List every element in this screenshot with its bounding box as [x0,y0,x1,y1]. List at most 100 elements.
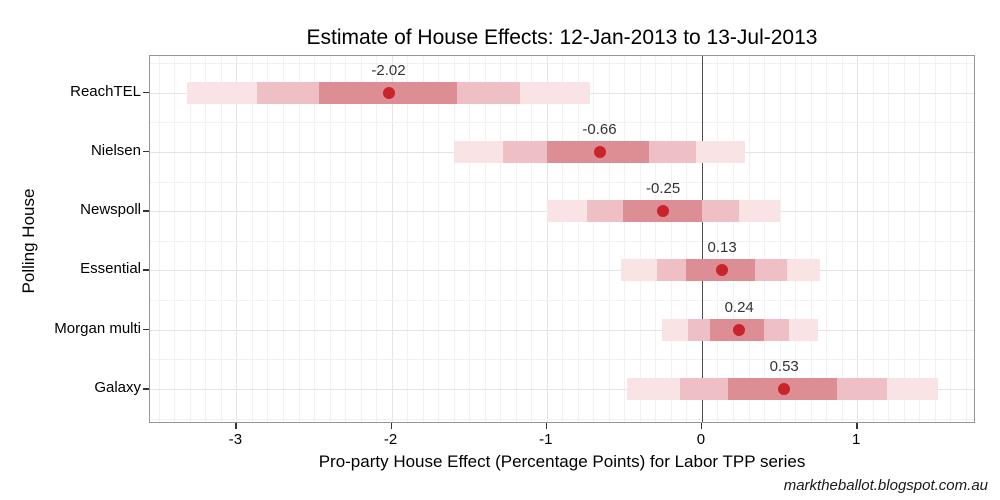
point-estimate-dot [733,323,746,336]
gridline-minor-v [438,56,440,422]
x-tick-label: 1 [851,431,861,448]
gridline-minor-v [639,56,641,422]
gridline-minor-h [150,359,974,361]
y-tick-label: Morgan multi [54,319,141,337]
point-estimate-dot [593,145,606,158]
point-estimate-dot [382,86,395,99]
x-axis-title: Pro-party House Effect (Percentage Point… [318,452,806,471]
gridline-minor-v [422,56,424,422]
y-axis-tick [143,388,149,390]
gridline-minor-h [150,418,974,420]
x-tick-label: -1 [539,431,553,448]
gridline-minor-v [174,56,176,422]
y-tick-label: Essential [80,260,141,278]
chart-title: Estimate of House Effects: 12-Jan-2013 t… [306,26,818,49]
point-estimate-label: 0.13 [707,239,737,257]
gridline-minor-h [150,122,974,124]
gridline-minor-v [515,56,517,422]
y-axis-tick [143,150,149,153]
y-tick-label: Newspoll [80,201,141,219]
gridline-minor-v [593,56,595,422]
y-axis-title: Polling House [19,188,38,294]
gridline-major-v [857,56,859,422]
gridline-minor-v [732,56,734,422]
gridline-minor-v [872,56,874,422]
gridline-minor-v [345,56,347,422]
gridline-minor-v [919,56,921,422]
x-axis-tick [700,423,703,429]
point-estimate-label: -2.02 [371,61,406,79]
gridline-minor-h [150,181,974,183]
gridline-minor-h [150,300,974,302]
y-tick-label: Galaxy [94,379,141,396]
gridline-minor-v [965,56,967,422]
gridline-major-v [391,56,393,422]
gridline-minor-v [950,56,952,422]
gridline-major-h [150,329,974,331]
point-estimate-dot [716,264,729,277]
gridline-minor-v [717,56,719,422]
y-tick-label: Nielsen [90,141,141,159]
gridline-minor-v [764,56,766,422]
watermark-text: marktheballot.blogspot.com.au [783,477,988,494]
gridline-minor-v [577,56,579,422]
point-estimate-label: -0.25 [646,180,681,198]
x-axis-tick [856,423,858,429]
point-estimate-label: -0.66 [582,120,617,138]
gridline-minor-v [360,56,362,422]
gridline-minor-v [624,56,626,422]
gridline-minor-v [826,56,828,422]
gridline-minor-v [810,56,812,422]
gridline-major-v [546,56,548,422]
gridline-minor-v [841,56,843,422]
point-estimate-label: 0.53 [769,358,799,375]
gridline-minor-v [655,56,657,422]
gridline-minor-v [686,56,688,422]
gridline-minor-v [500,56,502,422]
gridline-major-v [236,56,238,422]
point-estimate-dot [778,383,791,395]
gridline-minor-v [484,56,486,422]
y-axis-tick [143,269,149,271]
x-tick-label: -3 [228,431,243,448]
gridline-major-h [150,389,974,390]
gridline-minor-v [779,56,781,422]
gridline-minor-v [407,56,409,422]
x-axis-tick [390,423,393,429]
point-estimate-label: 0.24 [724,298,754,316]
gridline-minor-v [220,56,222,422]
y-axis-tick [143,91,149,93]
gridline-minor-v [562,56,564,422]
gridline-minor-v [298,56,300,422]
gridline-major-h [150,270,974,272]
zero-reference-line [701,56,704,422]
gridline-minor-v [267,56,269,422]
gridline-minor-v [531,56,533,422]
gridline-minor-v [205,56,207,422]
gridline-minor-v [314,56,316,422]
gridline-minor-v [251,56,253,422]
gridline-minor-v [670,56,672,422]
plot-panel: -2.02 -0.66 -0.25 0.13 0.24 0.53 [149,55,975,423]
gridline-minor-v [376,56,378,422]
gridline-minor-v [158,56,160,422]
gridline-minor-v [934,56,936,422]
gridline-minor-v [469,56,471,422]
gridline-minor-v [453,56,455,422]
y-axis-tick [143,328,149,331]
x-axis-tick [235,423,237,429]
gridline-minor-v [748,56,750,422]
y-tick-label: ReachTEL [70,82,141,100]
y-axis-tick [143,210,149,212]
x-axis-tick [545,423,548,429]
gridline-minor-v [888,56,890,422]
gridline-minor-v [329,56,331,422]
gridline-minor-v [608,56,610,422]
gridline-minor-v [903,56,905,422]
x-tick-label: 0 [696,431,706,448]
gridline-minor-v [282,56,284,422]
gridline-minor-v [795,56,797,422]
gridline-minor-h [150,240,974,242]
gridline-minor-h [150,62,974,64]
